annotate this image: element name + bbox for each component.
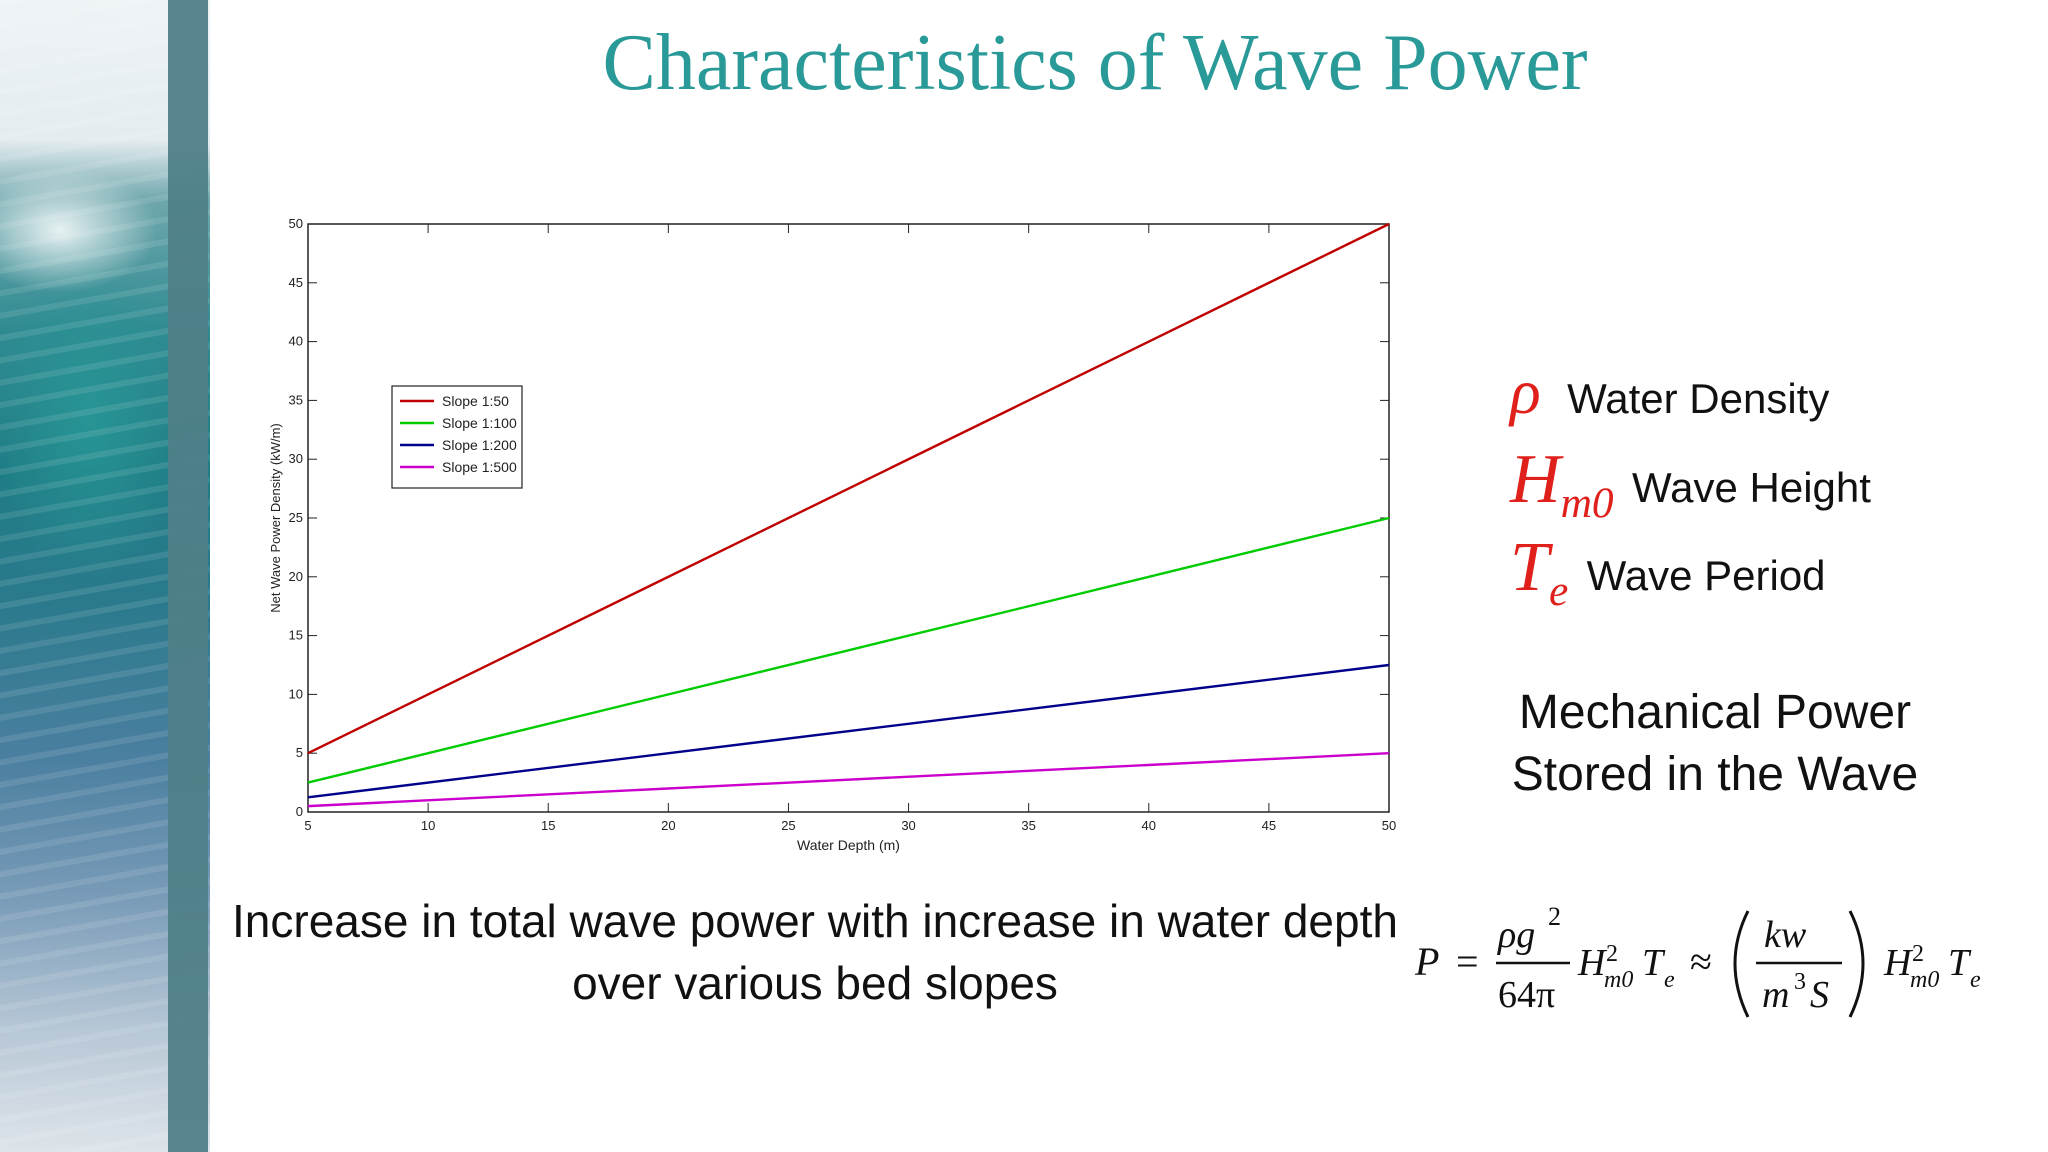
- y-tick-label: 20: [289, 569, 303, 584]
- formula-denominator: 64π: [1498, 974, 1555, 1016]
- wave-height-label: Wave Height: [1632, 464, 1871, 511]
- density-label: Water Density: [1567, 375, 1830, 422]
- series-line-3: [307, 663, 1390, 799]
- chart-panel: 5 10 15 20 25 30 35 40 45 50 0 5 10 15 20 25 30 35 40 45 50 W…: [256, 210, 1406, 870]
- wave-height-subscript: m0: [1560, 479, 1614, 528]
- formula-numerator-exponent: 2: [1548, 902, 1561, 931]
- chart-caption: Increase in total wave power with increa…: [232, 895, 1398, 1009]
- formula-equals: =: [1456, 939, 1479, 984]
- rho-symbol: ρ: [1510, 356, 1541, 427]
- formula-period-symbol-2: T: [1948, 942, 1972, 984]
- formula-left-paren: [1733, 910, 1750, 1018]
- y-tick-label: 40: [289, 334, 303, 349]
- series-line-4: [307, 752, 1390, 808]
- formula-approx: ≈: [1690, 939, 1712, 984]
- y-tick-label: 45: [289, 275, 303, 290]
- x-tick-label: 50: [1382, 818, 1396, 833]
- y-tick-label: 30: [289, 451, 303, 466]
- formula-numerator: ρg: [1497, 914, 1535, 956]
- y-tick-label: 50: [289, 216, 303, 231]
- y-tick-label: 0: [296, 804, 303, 819]
- x-tick-label: 40: [1142, 818, 1156, 833]
- formula-period-subscript: e: [1664, 967, 1675, 993]
- wave-power-chart: 5 10 15 20 25 30 35 40 45 5005101520253035404550W…: [268, 216, 1396, 853]
- legend-label-3: Slope 1:200: [442, 437, 517, 453]
- formula-unit-denominator-exponent: 3: [1794, 969, 1806, 995]
- formula-height-symbol-2: H: [1883, 942, 1914, 984]
- x-tick-label: 30: [901, 818, 915, 833]
- x-tick-label: 5: [304, 818, 311, 833]
- variable-row-density: ρ Water Density: [1510, 355, 1829, 435]
- wave-height-symbol: Hm0: [1510, 441, 1614, 527]
- legend-label-4: Slope 1:500: [442, 459, 517, 475]
- formula-right-paren: [1848, 910, 1865, 1018]
- wave-period-symbol: Te: [1510, 529, 1568, 615]
- wave-period-symbol-letter: T: [1510, 529, 1549, 606]
- x-tick-label: 20: [661, 818, 675, 833]
- x-tick-label: 15: [541, 818, 555, 833]
- x-tick-label: 35: [1021, 818, 1035, 833]
- y-tick-label: 10: [289, 686, 303, 701]
- x-tick-label: 25: [781, 818, 795, 833]
- slide-title: Characteristics of Wave Power: [602, 19, 1588, 107]
- plot-area: [307, 223, 1390, 813]
- legend-box: [391, 385, 523, 489]
- y-axis-label: Net Wave Power Density (kW/m): [268, 423, 283, 613]
- formula-lhs: P: [1414, 939, 1439, 984]
- wave-period-subscript: e: [1548, 567, 1569, 616]
- formula-unit-denominator: m: [1762, 974, 1789, 1016]
- legend-label-2: Slope 1:100: [442, 415, 517, 431]
- x-axis-label: Water Depth (m): [797, 837, 900, 853]
- y-tick-label: 35: [289, 392, 303, 407]
- formula-height-exponent: 2: [1606, 941, 1618, 967]
- formula-height-symbol: H: [1577, 942, 1608, 984]
- x-tick-label: 10: [421, 818, 435, 833]
- variable-row-period: Te Wave Period: [1510, 528, 1826, 615]
- y-tick-label: 15: [289, 628, 303, 643]
- legend-label-1: Slope 1:50: [442, 393, 509, 409]
- formula-unit-denominator-tail: S: [1810, 974, 1829, 1016]
- formula-height-exponent-2: 2: [1912, 941, 1924, 967]
- x-tick-label: 45: [1262, 818, 1276, 833]
- series-line-1: [307, 222, 1390, 755]
- wave-power-formula: P = ρg 2 64π H 2 m0 T e ≈ kw m 3 S H 2 m…: [1414, 902, 1981, 1018]
- wave-period-label: Wave Period: [1586, 552, 1826, 599]
- side-accent-bar: [168, 0, 208, 1152]
- y-tick-label: 25: [289, 510, 303, 525]
- variable-row-height: Hm0 Wave Height: [1510, 440, 1871, 527]
- formula-unit-numerator: kw: [1764, 914, 1807, 956]
- formula-period-symbol: T: [1642, 942, 1666, 984]
- mechanical-power-text: Mechanical Power Stored in the Wave: [1440, 682, 1990, 806]
- y-tick-label: 5: [296, 745, 303, 760]
- wave-height-symbol-letter: H: [1510, 441, 1561, 518]
- formula-height-subscript: m0: [1604, 967, 1633, 993]
- formula-period-subscript-2: e: [1970, 967, 1981, 993]
- mechanical-power-line-2: Stored in the Wave: [1511, 748, 1919, 801]
- series-line-2: [307, 516, 1390, 784]
- mechanical-power-line-1: Mechanical Power: [1518, 686, 1912, 739]
- formula-height-subscript-2: m0: [1910, 967, 1939, 993]
